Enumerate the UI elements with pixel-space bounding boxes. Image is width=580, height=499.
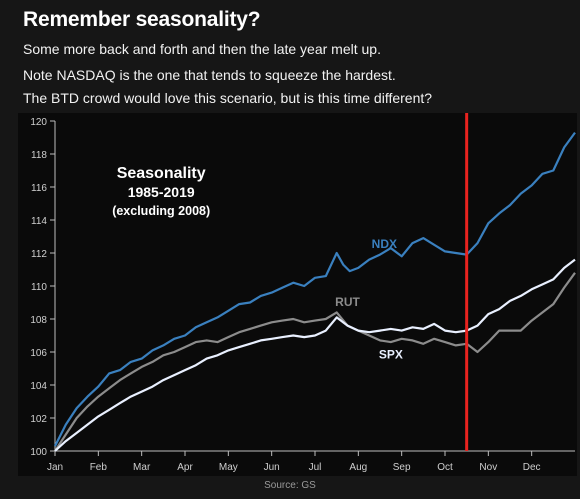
chart-title: Seasonality xyxy=(117,165,206,182)
y-tick-label: 114 xyxy=(31,216,47,227)
series-line-spx xyxy=(54,258,576,452)
source-note: Source: GS xyxy=(264,480,316,491)
chart-panel: 100 102 104 106 108 110 112 114 116 118 120 Jan Feb M… xyxy=(18,113,577,476)
seasonality-chart: 100 102 104 106 108 110 112 114 116 118 120 Jan Feb M… xyxy=(30,113,576,473)
commentary-line-2: Note NASDAQ is the one that tends to squ… xyxy=(23,67,396,83)
series-label-ndx: NDX xyxy=(372,237,397,251)
y-tick-label: 116 xyxy=(31,183,47,194)
x-tick-label: Mar xyxy=(133,462,151,473)
chart-subtitle: 1985-2019 xyxy=(128,184,195,200)
series-line-ndx xyxy=(54,131,576,447)
x-tick-label: Feb xyxy=(90,462,108,473)
x-tick-label: Aug xyxy=(349,462,367,473)
y-tick-label: 106 xyxy=(30,348,47,359)
y-tick-label: 100 xyxy=(30,447,47,458)
chart-note: (excluding 2008) xyxy=(112,204,210,218)
x-tick-label: May xyxy=(219,462,238,473)
x-tick-label: Jan xyxy=(47,462,63,473)
y-tick-label: 104 xyxy=(30,381,47,392)
y-tick-label: 102 xyxy=(30,414,47,425)
y-tick-label: 120 xyxy=(30,117,47,128)
commentary-line-3: The BTD crowd would love this scenario, … xyxy=(23,90,433,106)
x-tick-label: Oct xyxy=(437,462,453,473)
x-tick-label: Sep xyxy=(393,462,411,473)
series-line-rut xyxy=(54,272,576,452)
x-tick-label: Jul xyxy=(309,462,322,473)
series-label-rut: RUT xyxy=(335,295,360,309)
y-tick-label: 118 xyxy=(31,150,47,161)
x-tick-label: Dec xyxy=(523,462,541,473)
page-title: Remember seasonality? xyxy=(23,8,261,31)
x-tick-label: Nov xyxy=(479,462,497,473)
series-label-spx: SPX xyxy=(379,348,403,362)
commentary-line-1: Some more back and forth and then the la… xyxy=(23,41,381,57)
x-tick-label: Jun xyxy=(264,462,280,473)
y-tick-label: 108 xyxy=(30,315,47,326)
y-tick-label: 112 xyxy=(31,249,47,260)
plot-area xyxy=(55,121,575,451)
y-tick-label: 110 xyxy=(31,282,47,293)
x-tick-label: Apr xyxy=(177,462,193,473)
